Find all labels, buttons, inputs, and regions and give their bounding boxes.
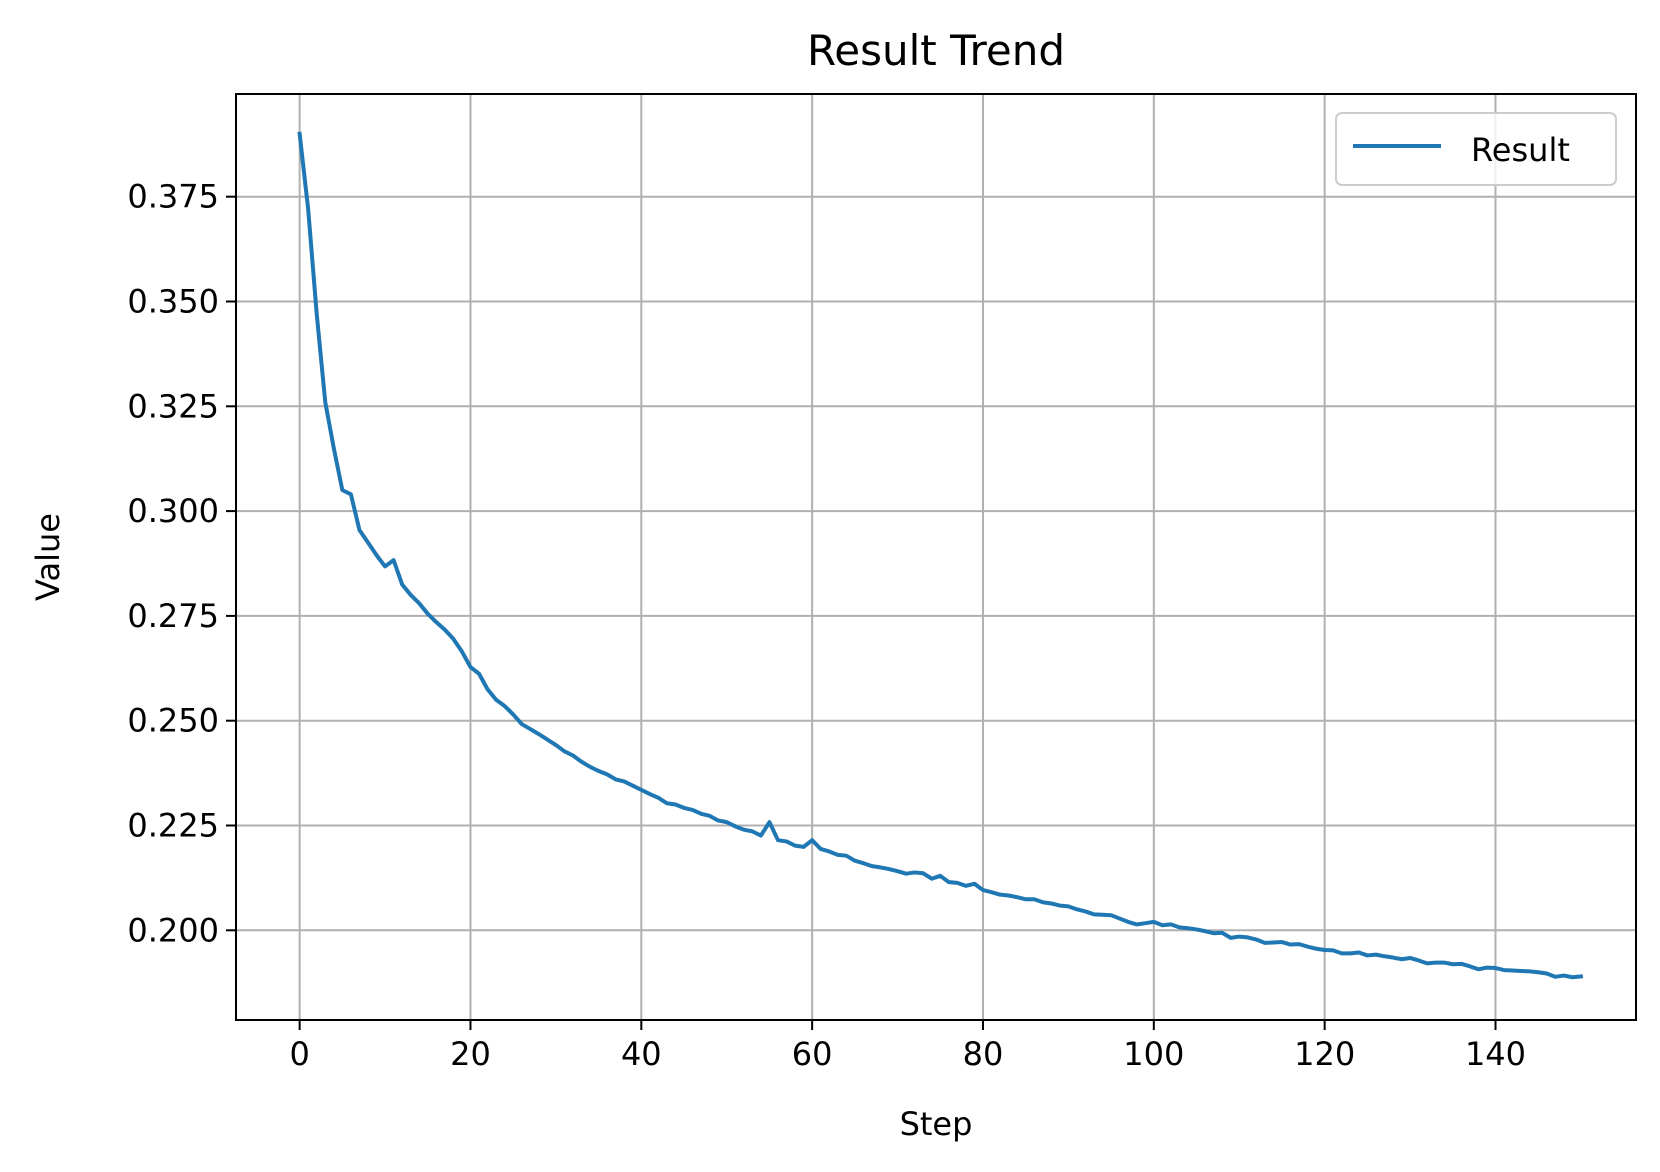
series-line-result xyxy=(297,131,1584,980)
x-tick-label: 40 xyxy=(621,1035,662,1073)
y-tick-label: 0.250 xyxy=(127,702,219,740)
x-tick-label: 20 xyxy=(450,1035,491,1073)
plot-data xyxy=(297,131,1584,980)
grid xyxy=(236,94,1636,1020)
y-tick-label: 0.200 xyxy=(127,911,219,949)
y-tick-label: 0.225 xyxy=(127,806,219,844)
legend-box xyxy=(1335,112,1617,186)
y-tick-label: 0.325 xyxy=(127,387,219,425)
y-axis-label: Value xyxy=(29,513,67,601)
x-tick-label: 0 xyxy=(289,1035,309,1073)
legend-label-result: Result xyxy=(1471,131,1570,169)
y-tick-label: 0.350 xyxy=(127,283,219,321)
y-tick-label: 0.300 xyxy=(127,492,219,530)
chart-title: Result Trend xyxy=(807,26,1065,75)
y-tick-label: 0.375 xyxy=(127,178,219,216)
legend: Result xyxy=(1335,112,1617,186)
axis-ticks: 0 20 40 60 80 100 120 140 0.200 0.225 0.250 0.275 0.… xyxy=(127,178,1526,1073)
x-axis-label: Step xyxy=(900,1105,973,1143)
x-tick-label: 80 xyxy=(963,1035,1004,1073)
x-tick-label: 120 xyxy=(1294,1035,1355,1073)
x-tick-label: 140 xyxy=(1465,1035,1526,1073)
plot-frame xyxy=(235,93,1637,1021)
x-tick-label: 100 xyxy=(1123,1035,1184,1073)
y-tick-label: 0.275 xyxy=(127,597,219,635)
x-tick-label: 60 xyxy=(792,1035,833,1073)
